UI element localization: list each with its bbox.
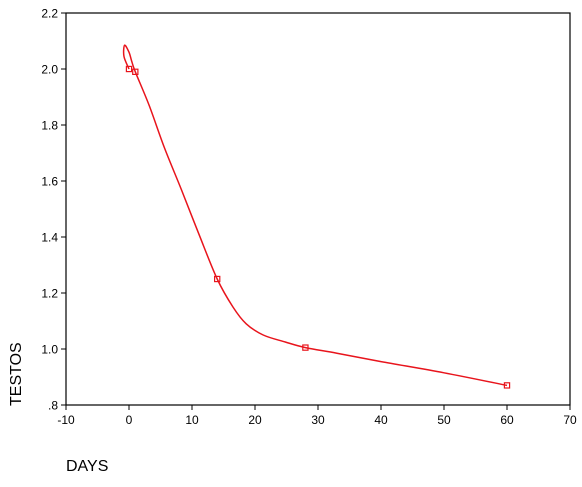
x-tick-label: 40 [374, 413, 388, 427]
x-tick-label: 10 [185, 413, 199, 427]
data-point-marker [302, 344, 309, 351]
series-line [122, 44, 508, 387]
y-tick-label: 1.8 [41, 119, 58, 133]
y-tick-label: 1.4 [41, 231, 58, 245]
data-point-marker [214, 275, 221, 283]
x-tick-label: 70 [563, 413, 577, 427]
plot-area: -10 0 10 20 30 40 50 60 70 .8 1.0 1.2 1.4 1.6 1.8 2.0 2… [41, 7, 577, 428]
y-tick-label: 2.0 [41, 63, 58, 77]
y-tick-label: 1.0 [41, 343, 58, 357]
y-axis: .8 1.0 1.2 1.4 1.6 1.8 2.0 2.2 [41, 7, 66, 413]
x-tick-label: 30 [311, 413, 325, 427]
y-tick-label: .8 [48, 399, 58, 413]
y-tick-label: 2.2 [41, 7, 58, 21]
x-tick-label: 60 [500, 413, 514, 427]
x-tick-label: 20 [248, 413, 262, 427]
x-tick-label: 0 [126, 413, 133, 427]
x-axis-title: DAYS [66, 458, 108, 475]
y-axis-title: TESTOS [8, 342, 25, 406]
x-tick-label: -10 [57, 413, 75, 427]
y-tick-label: 1.2 [41, 287, 58, 301]
data-point-marker [132, 68, 139, 75]
data-point-marker [125, 65, 133, 73]
y-tick-label: 1.6 [41, 175, 58, 189]
plot-frame [65, 12, 571, 406]
series-layer [122, 44, 511, 389]
x-tick-label: 50 [437, 413, 451, 427]
x-axis: -10 0 10 20 30 40 50 60 70 [57, 405, 577, 427]
data-point-marker [503, 382, 511, 389]
